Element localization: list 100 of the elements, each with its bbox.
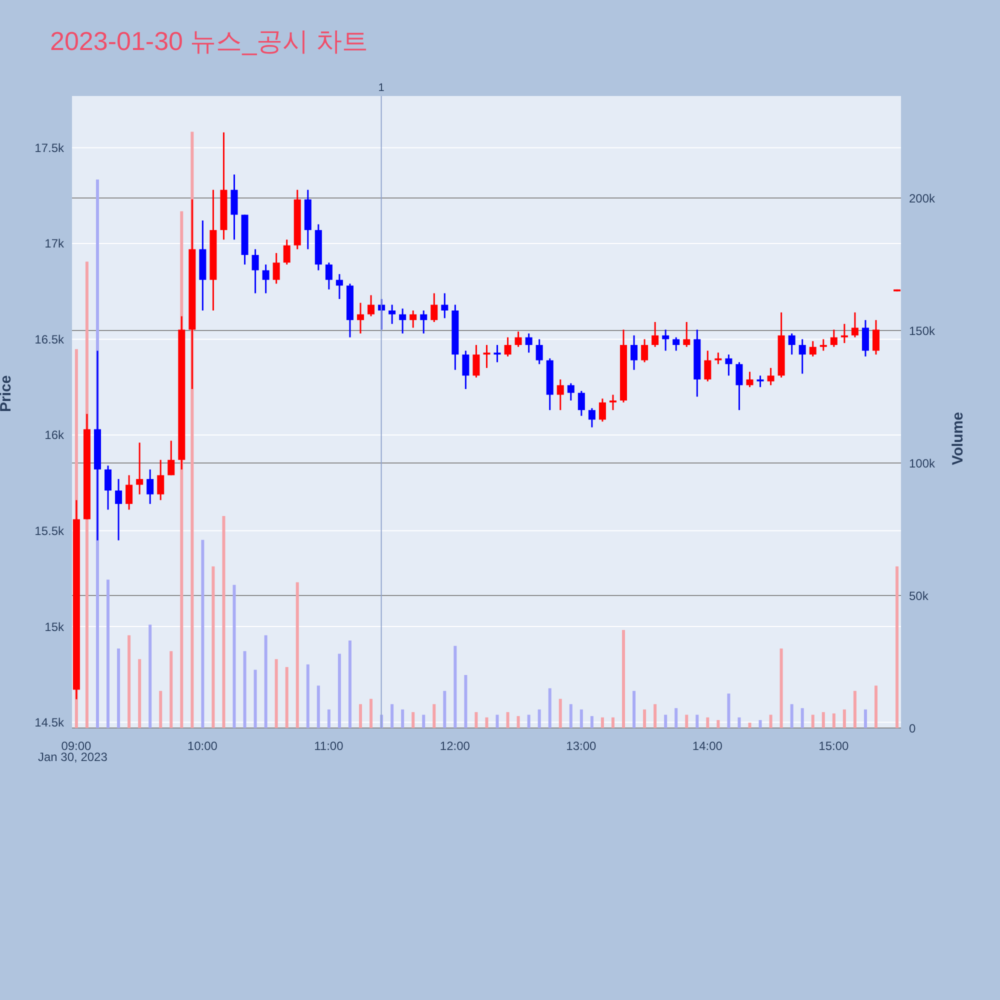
- x-tick-label: 12:00: [440, 739, 470, 753]
- bar: [401, 709, 404, 728]
- bar: [348, 640, 352, 728]
- bar: [128, 635, 131, 728]
- candlestick: [115, 478, 122, 542]
- candlestick: [809, 340, 816, 358]
- bar: [222, 516, 226, 728]
- bar: [748, 722, 752, 728]
- bar: [474, 712, 478, 728]
- y2-tick-label: 150k: [909, 324, 936, 338]
- bar: [758, 720, 762, 728]
- bar: [138, 659, 142, 728]
- chart-title: 2023-01-30 뉴스_공시 차트: [50, 25, 368, 58]
- candlestick: [830, 328, 838, 348]
- bar: [664, 714, 668, 728]
- y-tick-label: 17.5k: [34, 140, 65, 155]
- bar: [117, 648, 120, 728]
- x-tick-label: 13:00: [566, 739, 597, 753]
- bar: [201, 540, 204, 728]
- candlestick: [336, 273, 343, 300]
- candlestick: [483, 344, 490, 369]
- bar: [106, 580, 110, 728]
- candlestick: [146, 468, 154, 505]
- candlestick: [672, 336, 680, 352]
- candlestick: [662, 328, 670, 352]
- bar: [516, 716, 520, 728]
- candlestick: [798, 338, 806, 374]
- candlestick: [578, 390, 585, 417]
- bar: [569, 704, 572, 728]
- candlestick: [851, 312, 858, 338]
- candlestick: [368, 294, 375, 317]
- candlestick: [525, 332, 532, 354]
- candlestick: [588, 407, 596, 428]
- candlestick: [567, 382, 574, 402]
- bar: [696, 714, 699, 728]
- y-tick-label: 15k: [44, 620, 65, 634]
- y-tick-label: 16k: [44, 428, 65, 442]
- bar: [432, 704, 436, 728]
- x-tick-label: 14:00: [692, 739, 723, 753]
- bar: [148, 624, 152, 728]
- candlestick: [462, 350, 470, 390]
- y2-tick-label: 100k: [909, 456, 936, 470]
- bar: [558, 698, 562, 728]
- candlestick: [746, 371, 754, 388]
- candlestick: [252, 248, 259, 294]
- candlestick: [504, 336, 512, 358]
- y-tick-label: 15.5k: [34, 524, 65, 538]
- bar: [243, 651, 246, 728]
- candlestick: [126, 474, 133, 510]
- x-tick-label: 09:00: [61, 739, 92, 753]
- bar: [600, 717, 604, 728]
- bar: [832, 713, 836, 728]
- candlestick: [441, 292, 448, 319]
- bar: [506, 712, 510, 728]
- bar: [327, 709, 330, 728]
- bar: [853, 690, 856, 728]
- bar: [580, 709, 583, 728]
- candlestick: [556, 378, 564, 411]
- bar: [654, 704, 657, 728]
- bar: [306, 664, 310, 728]
- y-tick-label: 17k: [44, 236, 65, 251]
- bar: [674, 708, 678, 728]
- bar: [738, 717, 741, 728]
- candlestick: [536, 338, 543, 365]
- candlestick: [272, 252, 280, 284]
- y2-tick-label: 0: [909, 721, 916, 736]
- bar: [390, 704, 394, 728]
- bar: [464, 675, 468, 728]
- candlestick: [714, 352, 722, 365]
- candlestick: [283, 238, 290, 266]
- candlestick: [641, 338, 648, 363]
- bar: [454, 646, 457, 728]
- candlestick: [609, 394, 616, 411]
- bar: [780, 648, 783, 728]
- y-tick-label: 14.5k: [34, 716, 65, 730]
- bar: [643, 709, 646, 728]
- candlestick: [820, 338, 827, 352]
- candlestick: [410, 310, 417, 328]
- bar: [274, 659, 278, 728]
- text: Jan 30, 2023: [38, 750, 108, 764]
- bar: [896, 566, 899, 728]
- candlestick: [736, 361, 743, 411]
- candlestick: [756, 374, 764, 388]
- candlestick: [472, 344, 480, 378]
- candlestick: [420, 310, 428, 334]
- candlestick: [388, 304, 396, 325]
- candlestick: [788, 332, 796, 356]
- candlestick: [494, 344, 501, 363]
- bar: [590, 716, 594, 728]
- candlestick: [430, 292, 438, 323]
- bar: [842, 709, 846, 728]
- bar: [254, 670, 257, 728]
- candlestick: [136, 442, 144, 496]
- candlestick: [704, 350, 712, 382]
- bar: [358, 704, 362, 728]
- candlestick: [652, 321, 659, 348]
- candlestick: [767, 367, 774, 386]
- candlestick: [325, 262, 332, 290]
- bar: [727, 694, 730, 728]
- candlestick: [356, 302, 364, 334]
